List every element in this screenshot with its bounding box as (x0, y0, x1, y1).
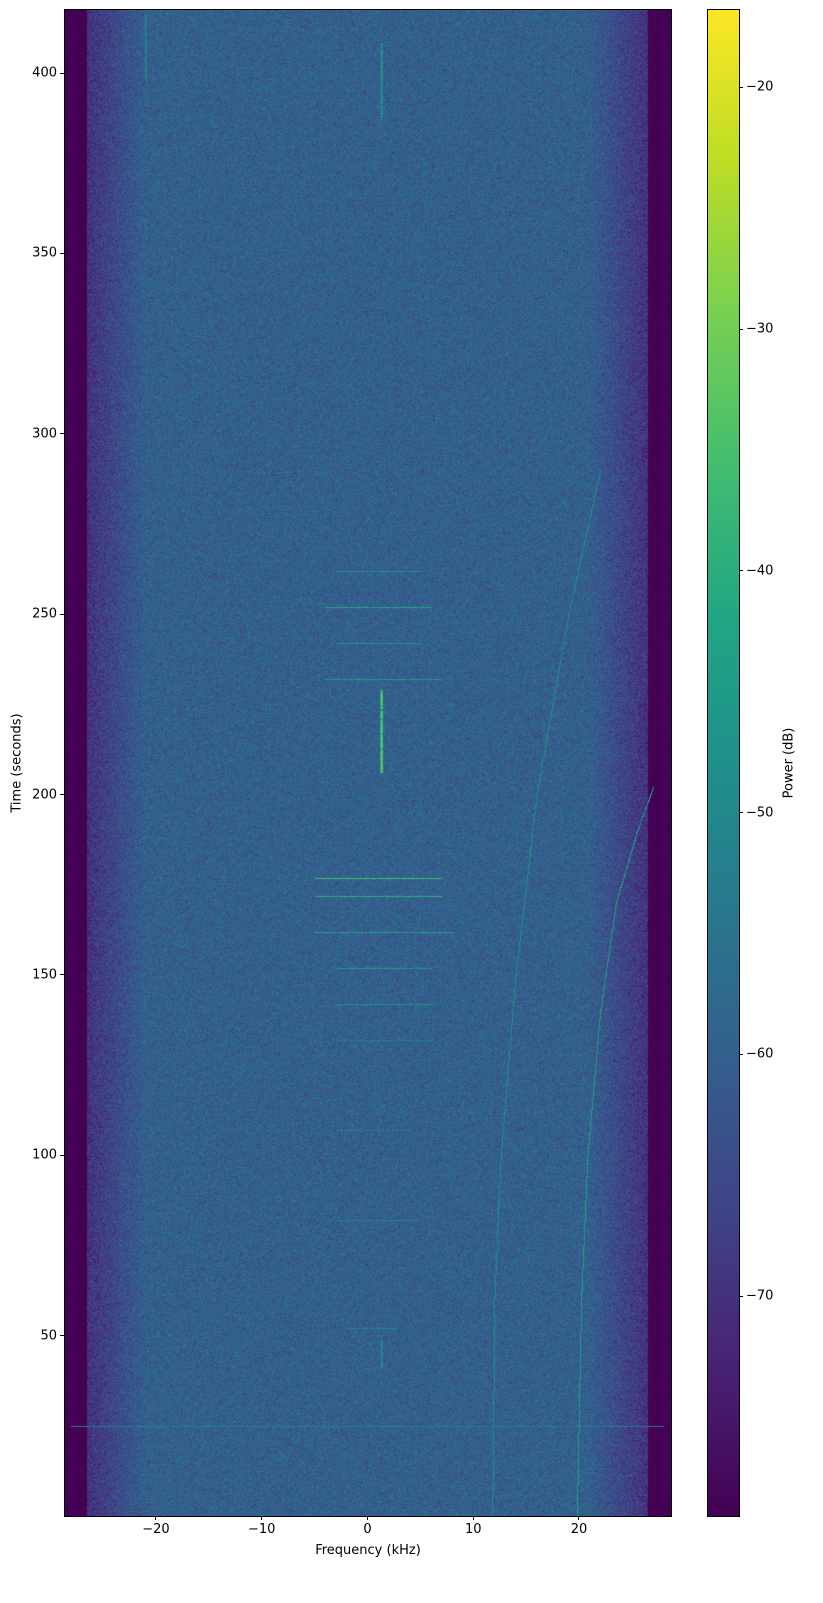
y-axis-label: Time (seconds) (9, 713, 25, 813)
y-tick-label: 300 (32, 426, 57, 442)
colorbar (708, 10, 739, 1516)
y-tick-mark (60, 252, 64, 254)
x-tick-mark (155, 1516, 157, 1520)
colorbar-tick-mark (739, 1295, 743, 1297)
y-tick-label: 400 (32, 65, 57, 81)
y-tick-label: 350 (32, 245, 57, 261)
x-tick-mark (366, 1516, 368, 1520)
y-tick-label: 150 (32, 967, 57, 983)
y-tick-mark (60, 72, 64, 74)
x-tick-label: 10 (464, 1522, 482, 1537)
colorbar-tick-mark (739, 570, 743, 572)
y-tick-mark (60, 613, 64, 615)
colorbar-tick-label: −40 (746, 563, 774, 579)
x-tick-mark (261, 1516, 263, 1520)
x-tick-label: −20 (142, 1522, 170, 1537)
y-tick-mark (60, 1335, 64, 1337)
colorbar-tick-mark (739, 1053, 743, 1055)
y-tick-label: 250 (32, 606, 57, 622)
y-tick-label: 200 (32, 787, 57, 803)
y-tick-mark (60, 1154, 64, 1156)
y-tick-label: 50 (40, 1328, 57, 1344)
y-tick-label: 100 (32, 1147, 57, 1163)
y-tick-mark (60, 794, 64, 796)
colorbar-tick-label: −30 (746, 321, 774, 337)
colorbar-label: Power (dB) (781, 727, 797, 799)
colorbar-tick-label: −20 (746, 79, 774, 95)
colorbar-tick-label: −70 (746, 1288, 774, 1304)
x-tick-label: 20 (570, 1522, 588, 1537)
x-tick-mark (578, 1516, 580, 1520)
x-axis-label: Frequency (kHz) (315, 1543, 421, 1558)
colorbar-tick-label: −60 (746, 1046, 774, 1062)
colorbar-tick-label: −50 (746, 805, 774, 821)
spectrogram-image (65, 10, 671, 1516)
y-tick-mark (60, 433, 64, 435)
x-tick-label: 0 (363, 1522, 372, 1537)
colorbar-tick-mark (739, 328, 743, 330)
x-tick-mark (472, 1516, 474, 1520)
y-tick-mark (60, 974, 64, 976)
x-tick-label: −10 (247, 1522, 276, 1537)
colorbar-tick-mark (739, 86, 743, 88)
colorbar-tick-mark (739, 812, 743, 814)
